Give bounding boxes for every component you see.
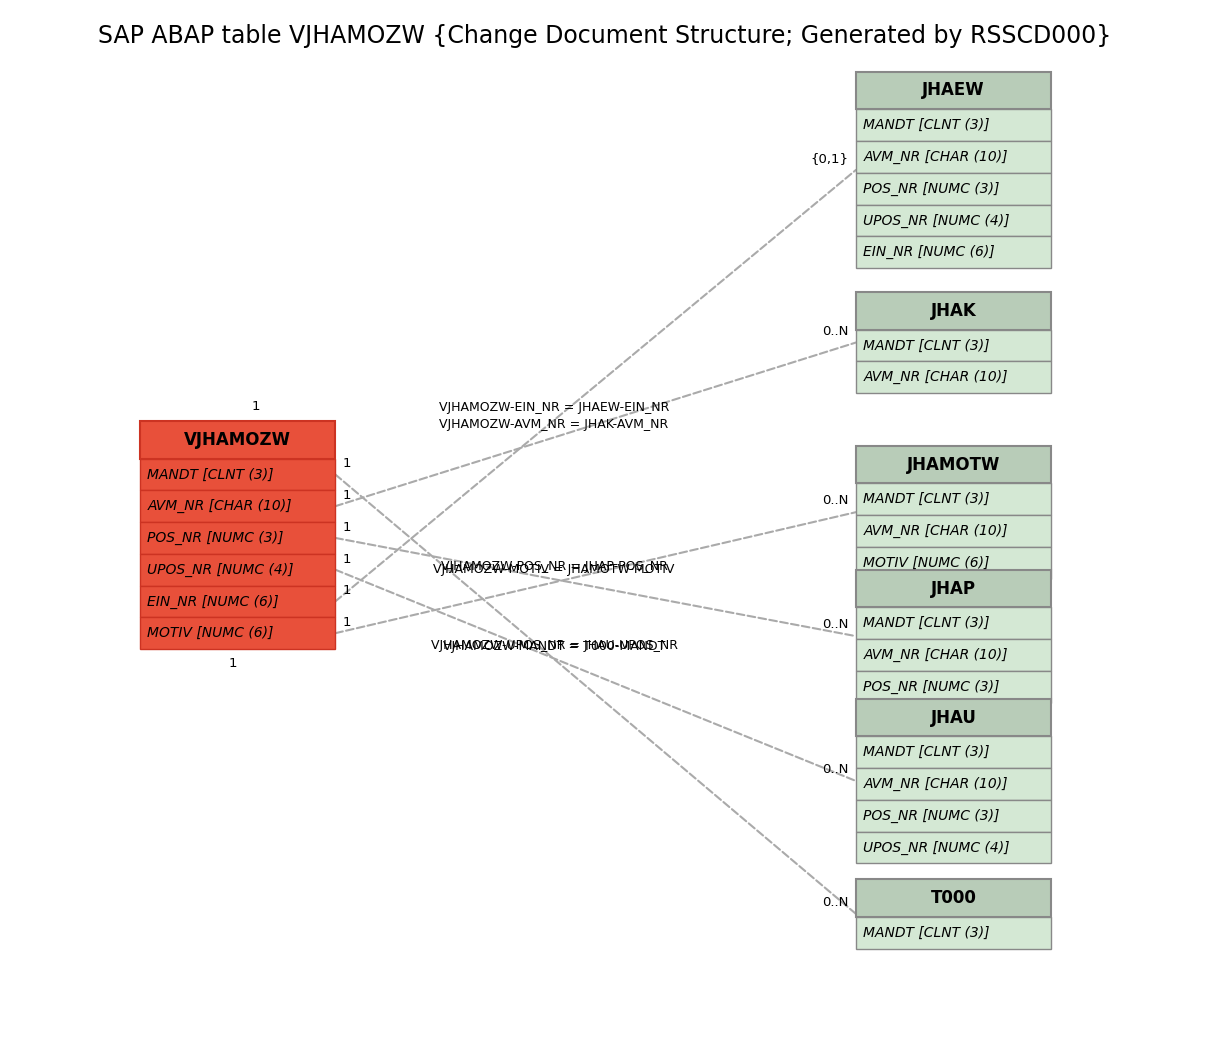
FancyBboxPatch shape: [856, 768, 1052, 800]
FancyBboxPatch shape: [140, 618, 335, 649]
Text: POS_NR [NUMC (3)]: POS_NR [NUMC (3)]: [863, 808, 1000, 823]
Text: 1: 1: [342, 521, 352, 534]
Text: VJHAMOZW-EIN_NR = JHAEW-EIN_NR: VJHAMOZW-EIN_NR = JHAEW-EIN_NR: [439, 401, 670, 414]
FancyBboxPatch shape: [856, 832, 1052, 864]
FancyBboxPatch shape: [856, 109, 1052, 141]
Text: EIN_NR [NUMC (6)]: EIN_NR [NUMC (6)]: [863, 245, 995, 259]
Text: VJHAMOZW-AVM_NR = JHAK-AVM_NR: VJHAMOZW-AVM_NR = JHAK-AVM_NR: [439, 418, 669, 432]
Text: 1: 1: [342, 553, 352, 566]
Text: AVM_NR [CHAR (10)]: AVM_NR [CHAR (10)]: [863, 648, 1008, 662]
Text: VJHAMOZW-MANDT = T000-MANDT: VJHAMOZW-MANDT = T000-MANDT: [442, 640, 665, 654]
Text: VJHAMOZW-MOTIV = JHAMOTW-MOTIV: VJHAMOZW-MOTIV = JHAMOTW-MOTIV: [433, 563, 675, 576]
Text: MANDT [CLNT (3)]: MANDT [CLNT (3)]: [863, 616, 990, 630]
FancyBboxPatch shape: [856, 880, 1052, 917]
Text: JHAEW: JHAEW: [922, 82, 985, 100]
Text: T000: T000: [931, 889, 977, 907]
Text: 0..N: 0..N: [822, 619, 849, 631]
FancyBboxPatch shape: [856, 671, 1052, 702]
Text: 1: 1: [251, 400, 260, 413]
FancyBboxPatch shape: [856, 917, 1052, 949]
Text: AVM_NR [CHAR (10)]: AVM_NR [CHAR (10)]: [863, 150, 1008, 164]
FancyBboxPatch shape: [856, 205, 1052, 237]
FancyBboxPatch shape: [856, 292, 1052, 330]
FancyBboxPatch shape: [856, 446, 1052, 484]
Text: {0,1}: {0,1}: [810, 152, 849, 164]
FancyBboxPatch shape: [856, 800, 1052, 832]
Text: 0..N: 0..N: [822, 494, 849, 507]
FancyBboxPatch shape: [856, 607, 1052, 639]
Text: SAP ABAP table VJHAMOZW {Change Document Structure; Generated by RSSCD000}: SAP ABAP table VJHAMOZW {Change Document…: [98, 24, 1111, 48]
Text: AVM_NR [CHAR (10)]: AVM_NR [CHAR (10)]: [863, 524, 1008, 538]
Text: MOTIV [NUMC (6)]: MOTIV [NUMC (6)]: [147, 626, 273, 640]
FancyBboxPatch shape: [856, 141, 1052, 173]
Text: UPOS_NR [NUMC (4)]: UPOS_NR [NUMC (4)]: [147, 562, 294, 577]
Text: UPOS_NR [NUMC (4)]: UPOS_NR [NUMC (4)]: [863, 213, 1010, 227]
Text: POS_NR [NUMC (3)]: POS_NR [NUMC (3)]: [863, 680, 1000, 694]
Text: AVM_NR [CHAR (10)]: AVM_NR [CHAR (10)]: [863, 370, 1008, 384]
FancyBboxPatch shape: [856, 362, 1052, 393]
Text: 0..N: 0..N: [822, 895, 849, 909]
Text: JHAU: JHAU: [931, 709, 977, 727]
Text: MOTIV [NUMC (6)]: MOTIV [NUMC (6)]: [863, 556, 990, 570]
Text: AVM_NR [CHAR (10)]: AVM_NR [CHAR (10)]: [863, 777, 1008, 792]
Text: VJHAMOZW: VJHAMOZW: [184, 431, 291, 449]
Text: 0..N: 0..N: [822, 325, 849, 337]
Text: MANDT [CLNT (3)]: MANDT [CLNT (3)]: [863, 745, 990, 760]
Text: 1: 1: [229, 657, 237, 669]
FancyBboxPatch shape: [856, 699, 1052, 736]
FancyBboxPatch shape: [856, 639, 1052, 671]
Text: MANDT [CLNT (3)]: MANDT [CLNT (3)]: [863, 118, 990, 133]
Text: VJHAMOZW-POS_NR = JHAP-POS_NR: VJHAMOZW-POS_NR = JHAP-POS_NR: [440, 560, 667, 573]
FancyBboxPatch shape: [856, 484, 1052, 516]
Text: UPOS_NR [NUMC (4)]: UPOS_NR [NUMC (4)]: [863, 840, 1010, 854]
FancyBboxPatch shape: [140, 421, 335, 458]
Text: MANDT [CLNT (3)]: MANDT [CLNT (3)]: [863, 926, 990, 940]
FancyBboxPatch shape: [856, 736, 1052, 768]
Text: AVM_NR [CHAR (10)]: AVM_NR [CHAR (10)]: [147, 499, 291, 514]
FancyBboxPatch shape: [140, 490, 335, 522]
Text: 1: 1: [342, 489, 352, 502]
FancyBboxPatch shape: [140, 586, 335, 618]
Text: POS_NR [NUMC (3)]: POS_NR [NUMC (3)]: [147, 530, 284, 545]
Text: MANDT [CLNT (3)]: MANDT [CLNT (3)]: [147, 468, 274, 482]
Text: JHAMOTW: JHAMOTW: [907, 455, 1000, 473]
Text: 1: 1: [342, 457, 352, 470]
Text: JHAP: JHAP: [931, 579, 976, 597]
FancyBboxPatch shape: [140, 458, 335, 490]
Text: EIN_NR [NUMC (6)]: EIN_NR [NUMC (6)]: [147, 594, 279, 609]
Text: 0..N: 0..N: [822, 763, 849, 776]
FancyBboxPatch shape: [856, 546, 1052, 578]
Text: MANDT [CLNT (3)]: MANDT [CLNT (3)]: [863, 338, 990, 352]
FancyBboxPatch shape: [856, 570, 1052, 607]
FancyBboxPatch shape: [140, 554, 335, 586]
FancyBboxPatch shape: [856, 516, 1052, 546]
FancyBboxPatch shape: [856, 330, 1052, 362]
FancyBboxPatch shape: [856, 173, 1052, 205]
FancyBboxPatch shape: [140, 522, 335, 554]
FancyBboxPatch shape: [856, 72, 1052, 109]
Text: JHAK: JHAK: [931, 301, 977, 319]
FancyBboxPatch shape: [856, 237, 1052, 268]
Text: POS_NR [NUMC (3)]: POS_NR [NUMC (3)]: [863, 181, 1000, 196]
Text: MANDT [CLNT (3)]: MANDT [CLNT (3)]: [863, 492, 990, 506]
Text: 1: 1: [342, 616, 352, 629]
Text: VJHAMOZW-UPOS_NR = JHAU-UPOS_NR: VJHAMOZW-UPOS_NR = JHAU-UPOS_NR: [430, 640, 677, 653]
Text: 1: 1: [342, 585, 352, 597]
